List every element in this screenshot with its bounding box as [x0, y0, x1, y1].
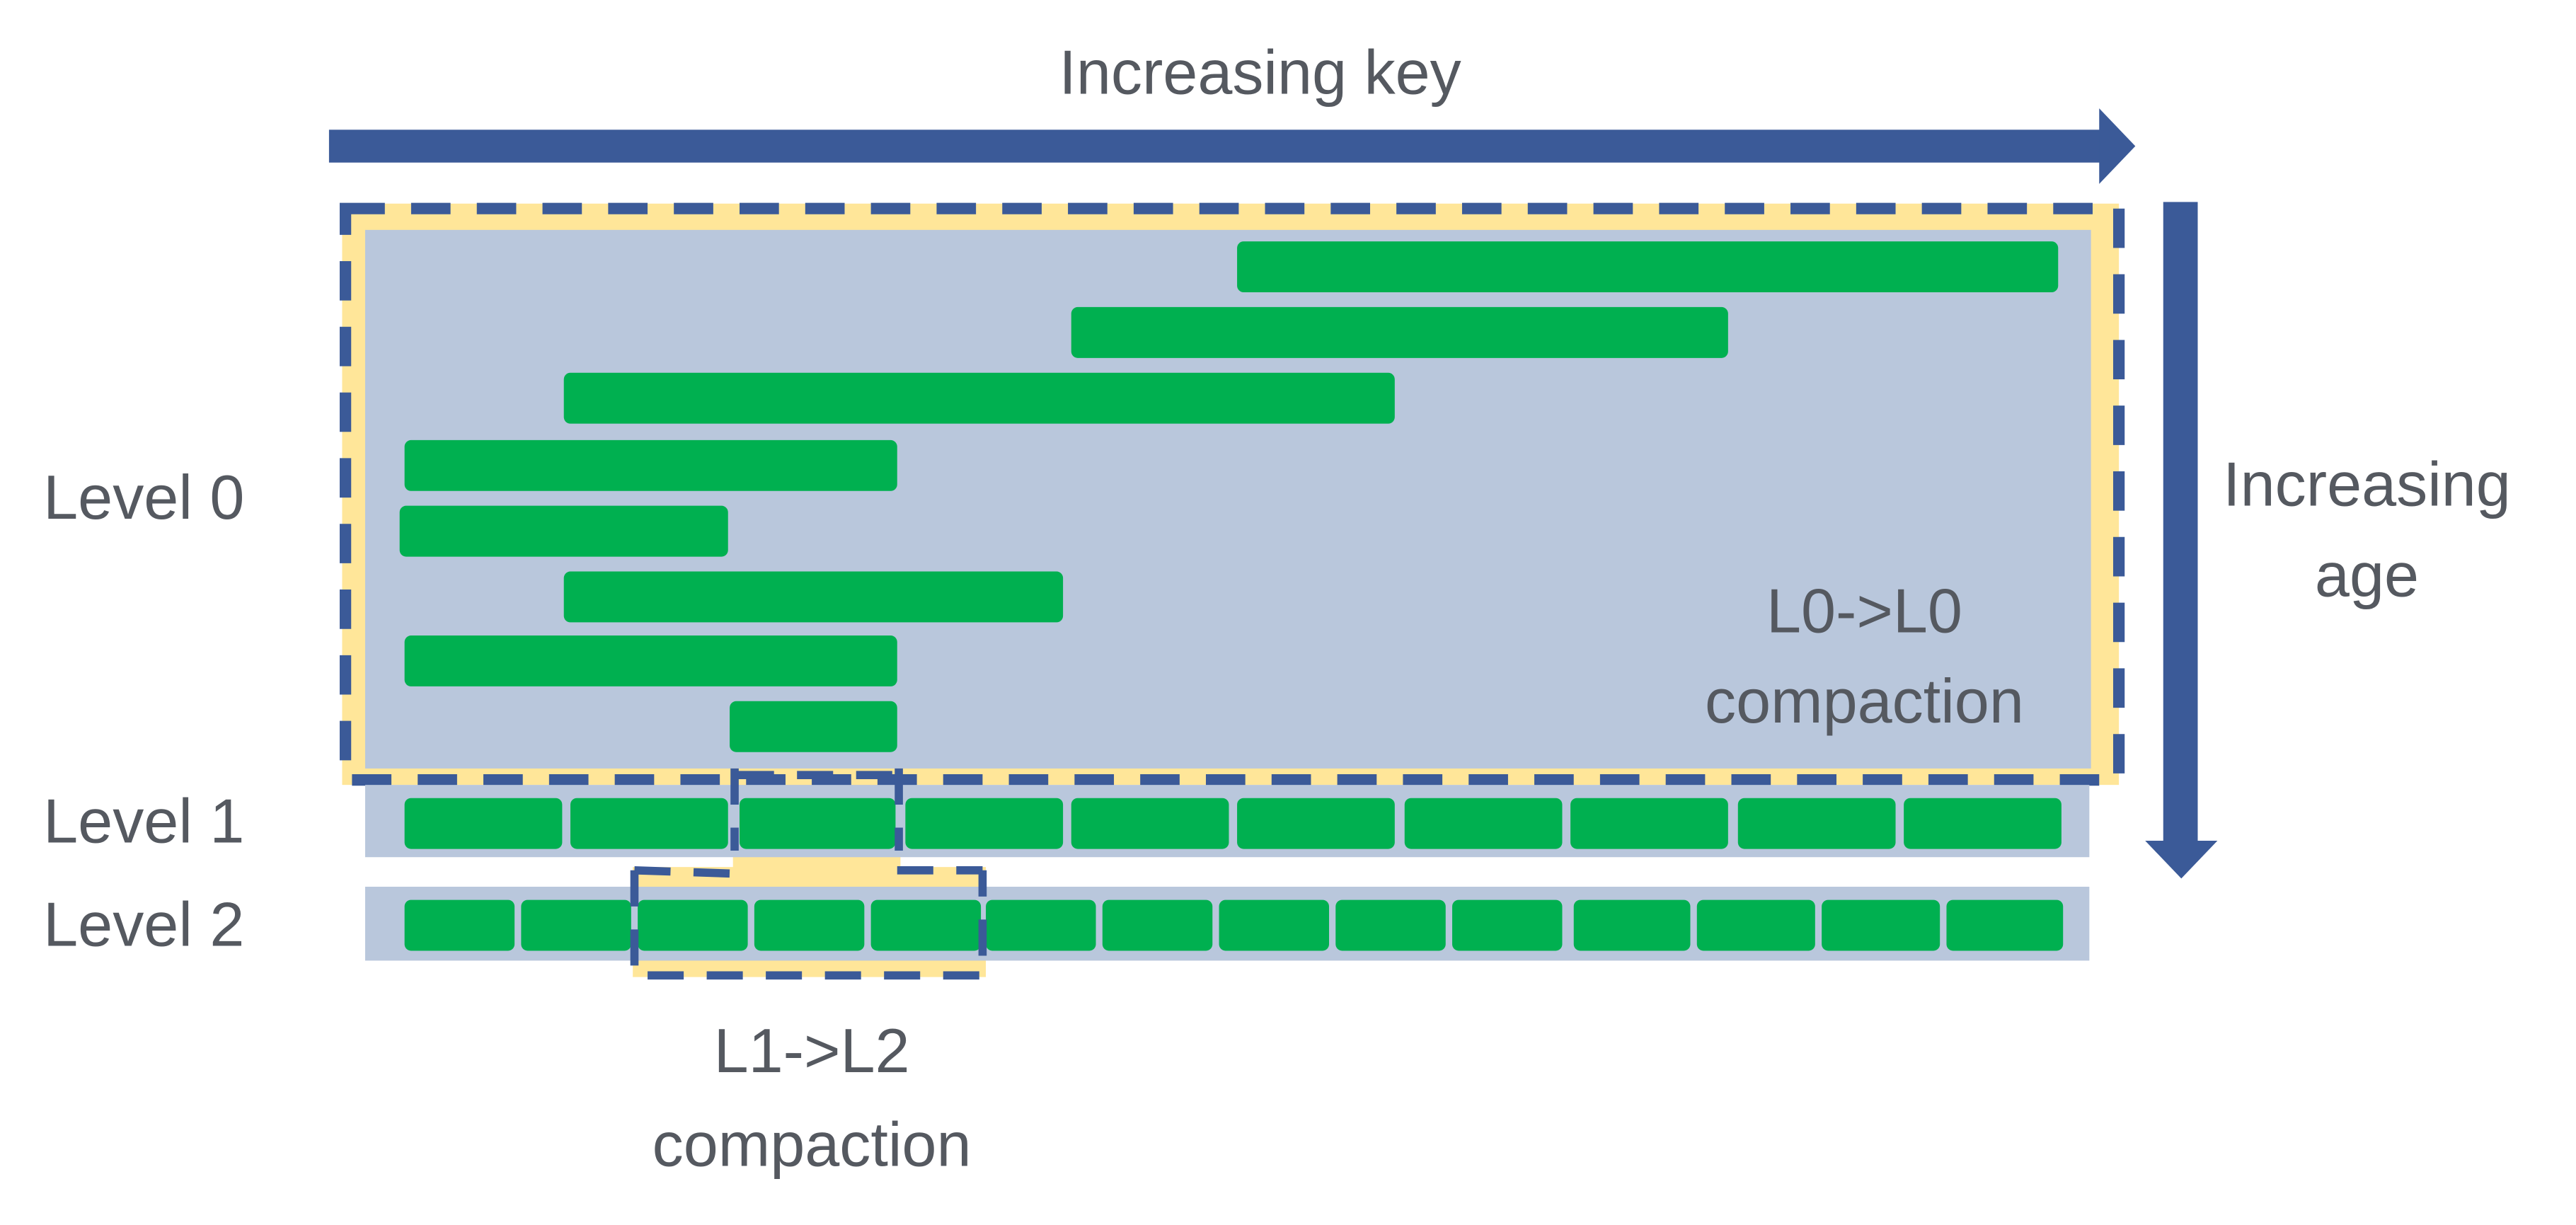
sst-file — [1904, 798, 2062, 849]
increasing-age-label-line1: Increasing — [2223, 449, 2511, 519]
sst-file — [986, 899, 1096, 951]
sst-file — [905, 798, 1064, 849]
sst-file — [563, 372, 1395, 424]
increasing-age-label-line2: age — [2315, 539, 2419, 609]
sst-file — [1822, 899, 1940, 951]
sst-file — [1737, 798, 1896, 849]
sst-file — [1237, 241, 2059, 293]
level0-label: Level 0 — [43, 462, 244, 532]
sst-file — [1237, 798, 1395, 849]
increasing-key-arrow — [328, 108, 2136, 184]
level0-files — [399, 241, 2059, 752]
sst-file — [1071, 306, 1728, 358]
sst-file — [399, 505, 728, 557]
level1-files — [404, 798, 2062, 849]
sst-file — [730, 701, 897, 752]
l1-l2-compaction-label-line1: L1->L2 — [714, 1016, 910, 1086]
sst-file — [739, 798, 896, 849]
l1-l2-compaction-label-line2: compaction — [652, 1109, 972, 1179]
sst-file — [563, 571, 1064, 623]
sst-file — [1946, 899, 2064, 951]
sst-file — [404, 635, 897, 686]
sst-file — [1219, 899, 1330, 951]
level1-label: Level 1 — [43, 786, 244, 856]
l0-l0-compaction-label-line2: compaction — [1705, 666, 2024, 736]
sst-file — [754, 899, 865, 951]
l0-l0-compaction-dashed-border — [339, 202, 2125, 786]
sst-file — [404, 899, 515, 951]
level2-files — [404, 899, 2064, 951]
sst-file — [638, 899, 748, 951]
sst-file — [1335, 899, 1446, 951]
sst-file — [570, 798, 728, 849]
sst-file — [1696, 899, 1815, 951]
level2-label: Level 2 — [43, 890, 244, 960]
sst-file — [1404, 798, 1563, 849]
sst-file — [521, 899, 631, 951]
l1-l2-compaction-dashed-border — [630, 768, 987, 980]
sst-file — [870, 899, 982, 951]
l0-l0-compaction-label-line1: L0->L0 — [1766, 575, 1962, 645]
sst-file — [1071, 798, 1229, 849]
increasing-key-label: Increasing key — [1059, 37, 1461, 107]
increasing-age-arrow — [2145, 202, 2218, 879]
sst-file — [1573, 899, 1691, 951]
sst-file — [404, 798, 563, 849]
sst-file — [404, 439, 897, 491]
sst-file — [1102, 899, 1213, 951]
sst-file — [1452, 899, 1563, 951]
sst-file — [1570, 798, 1728, 849]
